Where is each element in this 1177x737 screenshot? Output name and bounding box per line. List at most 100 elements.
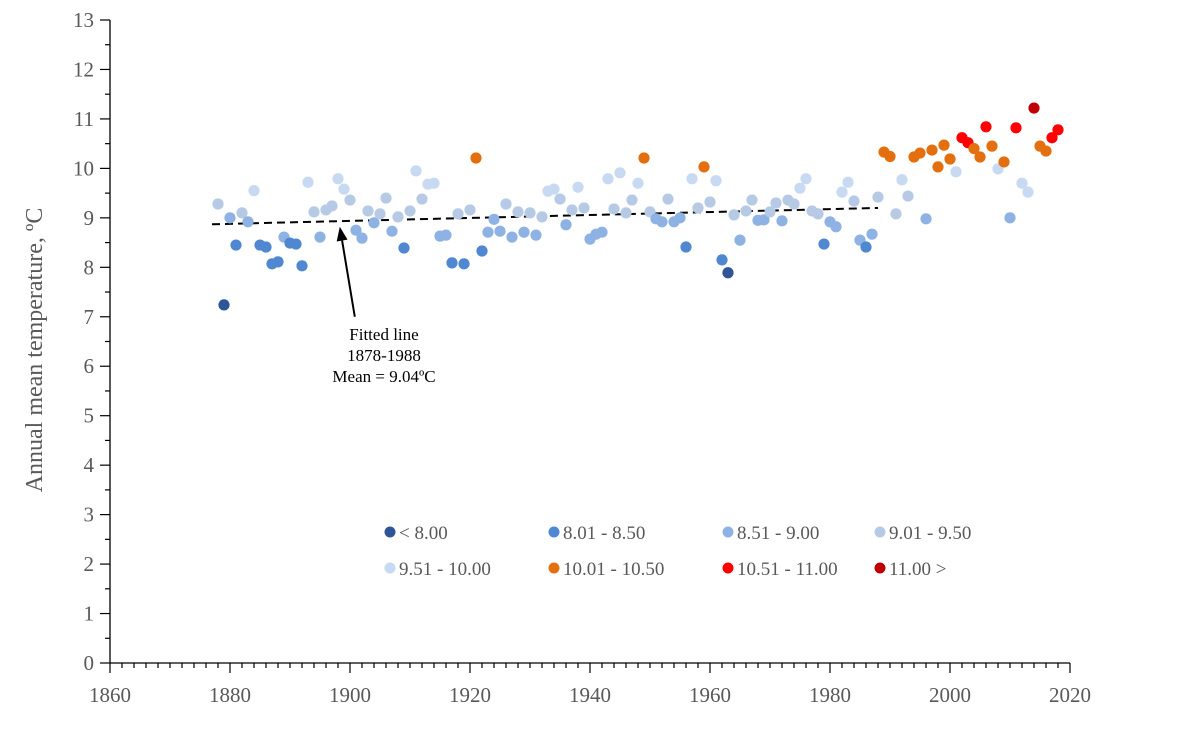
data-point: [1046, 132, 1058, 144]
data-point: [512, 206, 524, 218]
data-point: [500, 198, 512, 210]
data-point: [896, 174, 908, 186]
data-point: [602, 173, 614, 185]
data-point: [776, 215, 788, 227]
legend-marker: [548, 562, 560, 574]
legend-label: 8.51 - 9.00: [737, 523, 819, 544]
data-point: [794, 182, 806, 194]
data-point: [428, 177, 440, 189]
data-point: [296, 260, 308, 272]
data-point: [626, 194, 638, 206]
data-point: [950, 166, 962, 178]
data-point: [890, 208, 902, 220]
data-point: [968, 143, 980, 155]
data-point: [518, 226, 530, 238]
legend-label: 11.00 >: [889, 559, 947, 580]
data-point: [740, 205, 752, 217]
data-point: [218, 299, 230, 311]
data-point: [404, 205, 416, 217]
data-point: [680, 241, 692, 253]
data-point: [704, 196, 716, 208]
annotation-line-2: 1878-1988: [347, 346, 421, 365]
data-point: [488, 213, 500, 225]
data-point: [356, 232, 368, 244]
data-point: [686, 173, 698, 185]
data-point: [1016, 177, 1028, 189]
data-point: [986, 140, 998, 152]
data-point: [458, 258, 470, 270]
legend-marker: [722, 526, 734, 538]
data-point: [980, 121, 992, 133]
data-point: [536, 211, 548, 223]
data-point: [272, 256, 284, 268]
data-point: [758, 214, 770, 226]
data-point: [872, 191, 884, 203]
y-tick-label: 2: [84, 552, 95, 576]
data-point: [1010, 122, 1022, 134]
data-point: [476, 245, 488, 257]
data-point: [248, 185, 260, 197]
fitted-line-annotation: Fitted line 1878-1988 Mean = 9.04ºC: [332, 226, 436, 386]
legend-item: 11.00 >: [874, 559, 947, 580]
data-point: [662, 193, 674, 205]
y-axis-title: Annual mean temperature, ºC: [22, 208, 48, 493]
data-point: [842, 176, 854, 188]
x-tick-label: 1880: [209, 683, 251, 707]
data-point: [722, 267, 734, 279]
data-point: [410, 165, 422, 177]
legend-marker: [874, 526, 886, 538]
data-point: [710, 175, 722, 187]
data-point: [398, 242, 410, 254]
data-point: [812, 208, 824, 220]
data-point: [374, 208, 386, 220]
data-point: [1022, 186, 1034, 198]
data-point: [728, 209, 740, 221]
x-tick-label: 2000: [929, 683, 971, 707]
data-point: [770, 197, 782, 209]
data-point: [746, 194, 758, 206]
y-tick-label: 11: [74, 107, 94, 131]
data-point: [692, 202, 704, 214]
data-point: [326, 200, 338, 212]
legend-item: 8.51 - 9.00: [722, 523, 819, 544]
data-point: [830, 221, 842, 233]
y-tick-label: 6: [84, 354, 95, 378]
legend: < 8.00 8.01 - 8.50 8.51 - 9.00 9.01 - 9.50 9…: [384, 523, 971, 580]
data-point: [554, 193, 566, 205]
data-point: [788, 198, 800, 210]
legend-label: < 8.00: [399, 523, 448, 544]
data-points: [212, 102, 1064, 311]
data-point: [1004, 212, 1016, 224]
y-tick-label: 5: [84, 404, 95, 428]
data-point: [614, 167, 626, 179]
data-point: [416, 193, 428, 205]
data-point: [944, 153, 956, 165]
x-tick-label: 1980: [809, 683, 851, 707]
x-tick-label: 1960: [689, 683, 731, 707]
y-tick-label: 7: [84, 305, 95, 329]
data-point: [818, 238, 830, 250]
x-tick-label: 1900: [329, 683, 371, 707]
data-point: [914, 147, 926, 159]
data-point: [1052, 124, 1064, 136]
legend-item: < 8.00: [384, 523, 448, 544]
data-point: [260, 241, 272, 253]
data-point: [884, 150, 896, 163]
y-tick-label: 4: [84, 453, 95, 477]
data-point: [224, 212, 236, 224]
legend-marker: [722, 562, 734, 574]
legend-item: 8.01 - 8.50: [548, 523, 645, 544]
data-point: [212, 198, 224, 210]
data-point: [632, 177, 644, 189]
data-point: [392, 211, 404, 223]
data-point: [716, 254, 728, 266]
data-point: [1040, 145, 1052, 157]
data-point: [698, 161, 710, 173]
x-tick-label: 2020: [1049, 683, 1091, 707]
data-point: [608, 203, 620, 215]
data-point: [446, 257, 458, 269]
annotation-line-1: Fitted line: [349, 325, 418, 344]
y-tick-label: 3: [84, 503, 95, 527]
data-point: [350, 224, 362, 236]
legend-item: 10.01 - 10.50: [548, 559, 664, 580]
